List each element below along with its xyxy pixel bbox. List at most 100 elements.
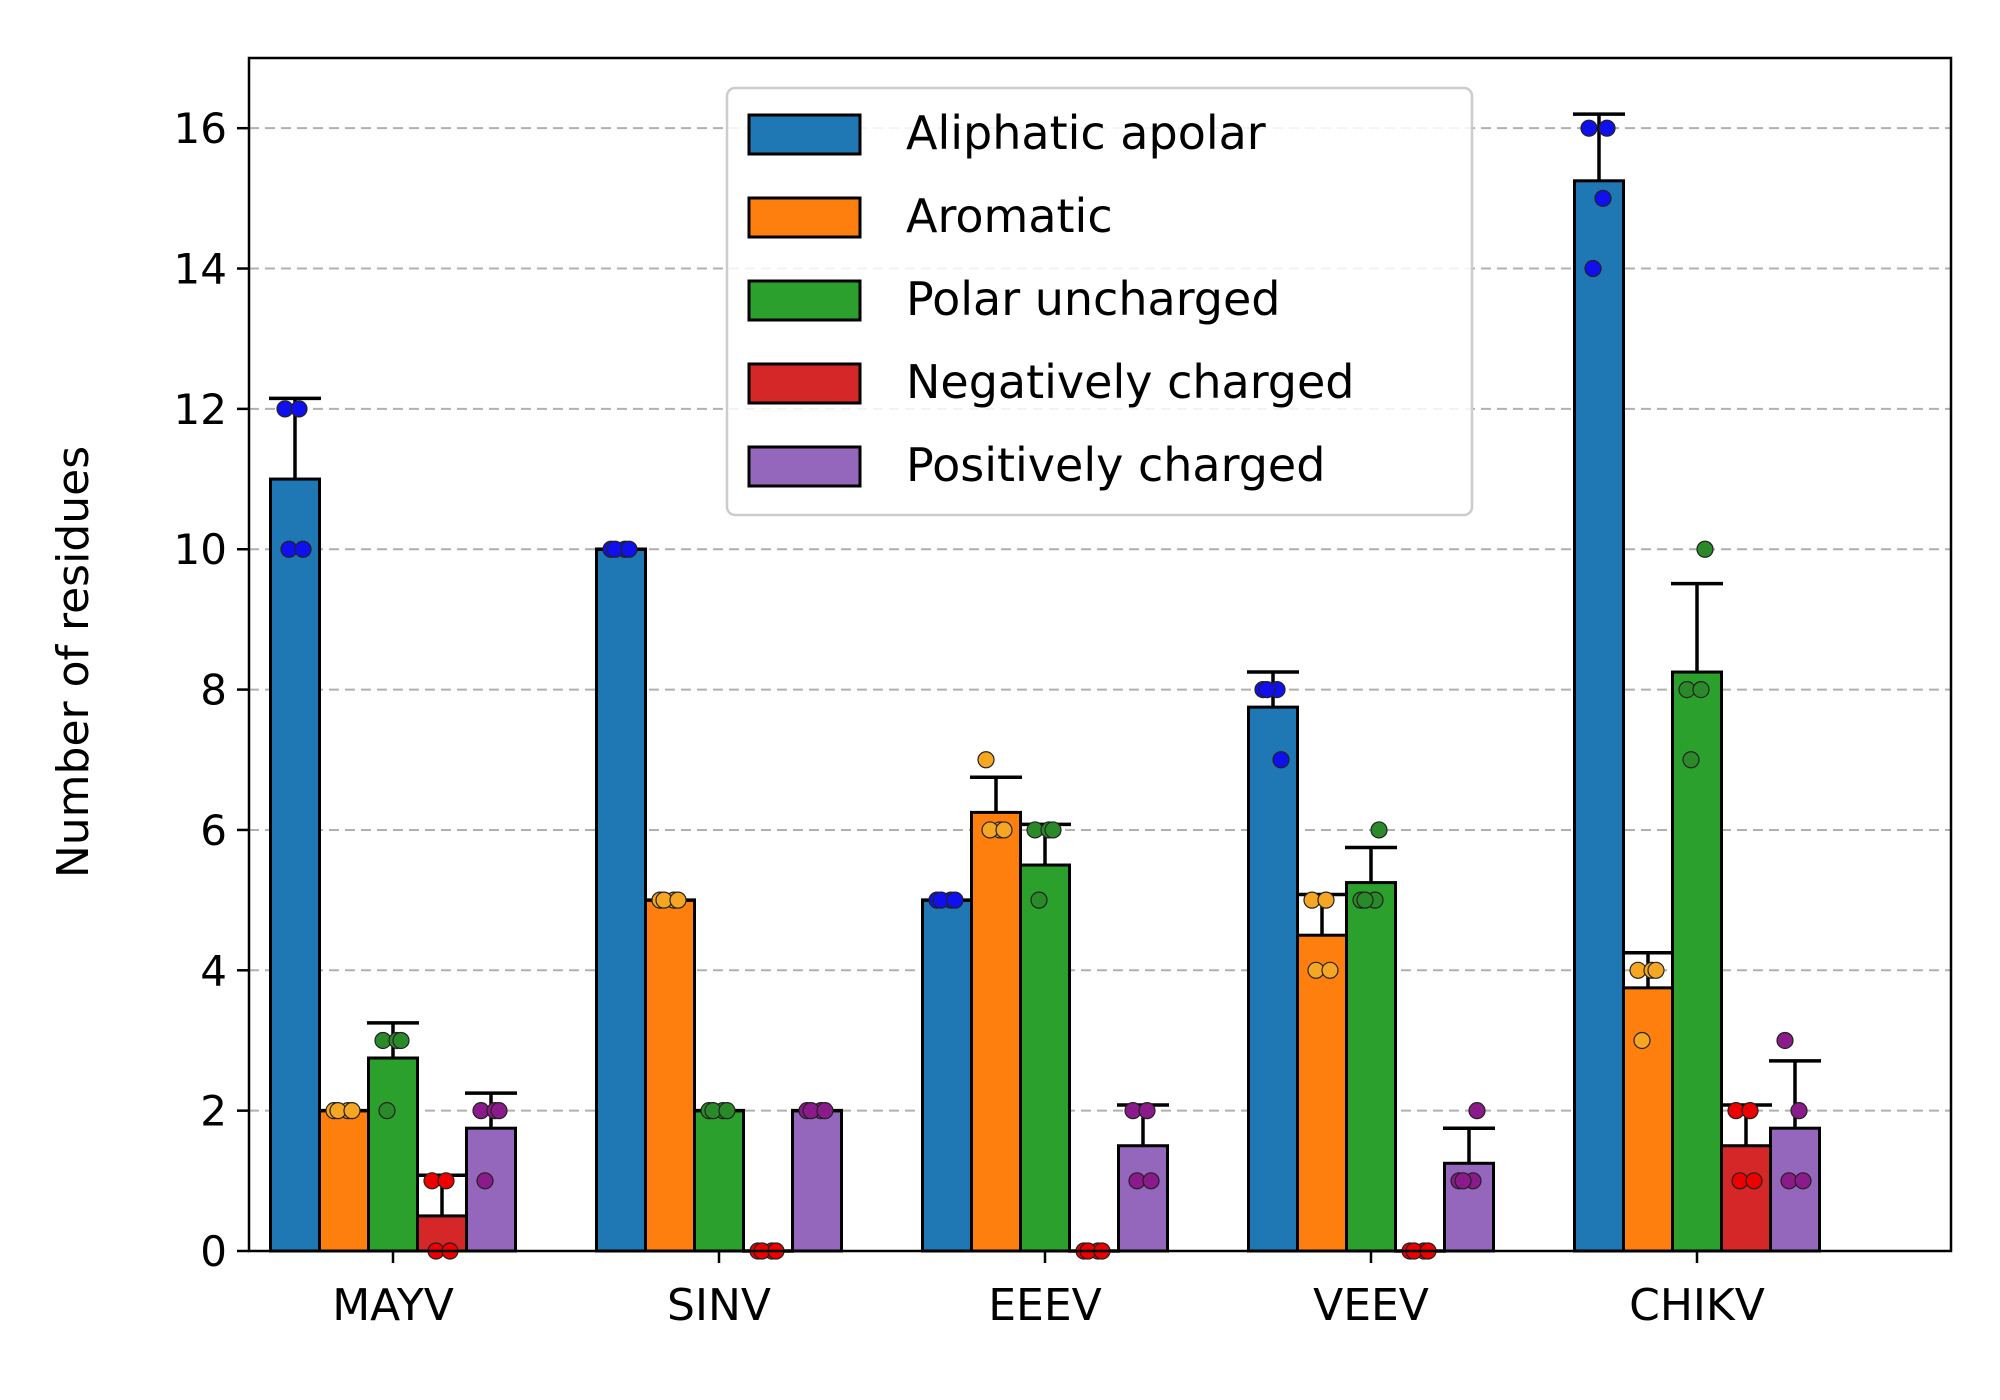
data-point-polar-uncharged-veev [1356, 891, 1374, 909]
data-point-polar-uncharged-mayv [378, 1102, 396, 1120]
bar-aromatic-veev [1296, 933, 1348, 1253]
legend-swatch [747, 196, 862, 239]
data-point-positively-charged-chikv [1790, 1102, 1808, 1120]
data-point-positively-charged-eeev [1138, 1102, 1156, 1120]
data-point-polar-uncharged-chikv [1696, 540, 1714, 558]
bar-positively-charged-sinv [791, 1109, 843, 1253]
bar-aliphatic-apolar-sinv [595, 547, 647, 1253]
data-point-aliphatic-apolar-eeev [946, 891, 964, 909]
legend-item-polar-uncharged: Polar uncharged [747, 272, 1281, 326]
data-point-polar-uncharged-veev [1370, 821, 1388, 839]
data-point-polar-uncharged-chikv [1682, 751, 1700, 769]
bar-aliphatic-apolar-chikv [1573, 179, 1625, 1253]
x-tick-label: VEEV [1313, 1280, 1429, 1331]
y-tick-label: 10 [174, 525, 227, 574]
bar-aromatic-eeev [970, 810, 1022, 1253]
data-point-positively-charged-sinv [816, 1102, 834, 1120]
data-point-polar-uncharged-eeev [1030, 891, 1048, 909]
bar-positively-charged-chikv [1769, 1126, 1821, 1253]
bar-positively-charged-mayv [465, 1126, 517, 1253]
error-bar-aromatic-eeev [970, 775, 1022, 813]
bar-negatively-charged-chikv [1720, 1144, 1772, 1253]
data-point-aliphatic-apolar-sinv [620, 540, 638, 558]
x-tick-label: MAYV [332, 1280, 454, 1331]
data-point-negatively-charged-chikv [1741, 1102, 1759, 1120]
legend-item-positively-charged: Positively charged [747, 438, 1325, 492]
bar-aromatic-mayv [318, 1109, 370, 1253]
data-point-aliphatic-apolar-veev [1258, 680, 1276, 699]
legend: Aliphatic apolar Aromatic Polar uncharged N… [725, 86, 1474, 517]
data-point-positively-charged-chikv [1776, 1031, 1794, 1050]
axes: 0 2 4 6 8 10 12 14 16 MAYV SINV EEEV VEEV CHIKV [174, 56, 1953, 1331]
x-tick-label: CHIKV [1629, 1280, 1765, 1331]
legend-label: Negatively charged [906, 355, 1355, 409]
y-tick-label: 6 [200, 806, 227, 855]
x-tick-label: EEEV [988, 1280, 1102, 1331]
legend-item-aromatic: Aromatic [747, 189, 1113, 243]
data-point-aliphatic-apolar-chikv [1598, 119, 1616, 137]
data-point-aliphatic-apolar-mayv [294, 540, 312, 558]
plot-frame [247, 56, 1953, 1253]
bar-polar-uncharged-mayv [367, 1056, 419, 1253]
data-point-aliphatic-apolar-chikv [1594, 189, 1612, 207]
data-point-positively-charged-veev [1454, 1172, 1472, 1190]
legend-item-aliphatic-apolar: Aliphatic apolar [747, 106, 1266, 160]
legend-swatch [747, 445, 862, 488]
data-point-aromatic-chikv [1633, 1031, 1651, 1050]
error-bar-polar-uncharged-veev [1345, 845, 1397, 883]
data-point-aromatic-eeev [977, 751, 995, 769]
legend-swatch [747, 113, 862, 156]
data-point-aromatic-veev [1321, 961, 1339, 979]
y-tick-label: 16 [174, 104, 227, 153]
bar-polar-uncharged-sinv [693, 1109, 745, 1253]
error-bar-polar-uncharged-chikv [1671, 581, 1723, 673]
legend-item-negatively-charged: Negatively charged [747, 355, 1355, 409]
legend-swatch [747, 362, 862, 405]
data-point-aliphatic-apolar-chikv [1584, 259, 1602, 278]
y-tick-label: 14 [174, 245, 227, 294]
data-point-aliphatic-apolar-chikv [1580, 119, 1598, 137]
bar-aliphatic-apolar-mayv [269, 477, 321, 1253]
data-point-aromatic-mayv [343, 1102, 361, 1120]
data-point-positively-charged-eeev [1142, 1172, 1160, 1190]
y-tick-label: 4 [200, 946, 227, 995]
error-bar-positively-charged-veev [1443, 1126, 1495, 1164]
data-point-aromatic-eeev [995, 821, 1013, 839]
data-point-positively-charged-mayv [490, 1102, 508, 1120]
x-tick-label: SINV [667, 1280, 771, 1331]
y-tick-label: 0 [200, 1227, 227, 1276]
bar-aliphatic-apolar-veev [1247, 705, 1299, 1253]
bar-positively-charged-eeev [1117, 1144, 1169, 1253]
legend-swatch [747, 279, 862, 322]
data-point-positively-charged-veev [1468, 1102, 1486, 1120]
y-tick-label: 8 [200, 666, 227, 715]
legend-label: Aromatic [906, 189, 1113, 243]
data-point-polar-uncharged-eeev [1044, 821, 1062, 839]
bar-polar-uncharged-veev [1345, 881, 1397, 1253]
y-axis-label: Number of residues [48, 446, 99, 878]
data-point-aromatic-veev [1317, 891, 1335, 909]
y-tick-label: 2 [200, 1087, 227, 1136]
data-point-aromatic-chikv [1647, 961, 1665, 979]
data-point-polar-uncharged-mayv [392, 1031, 410, 1050]
data-point-polar-uncharged-sinv [718, 1102, 736, 1120]
data-point-positively-charged-mayv [476, 1172, 494, 1190]
legend-label: Positively charged [906, 438, 1325, 492]
y-tick-label: 12 [174, 385, 227, 434]
data-point-aliphatic-apolar-mayv [290, 400, 308, 418]
data-point-polar-uncharged-chikv [1692, 680, 1710, 699]
data-point-aromatic-sinv [669, 891, 687, 909]
bar-polar-uncharged-eeev [1019, 863, 1071, 1253]
bar-aliphatic-apolar-eeev [921, 898, 973, 1253]
data-points [276, 119, 1812, 1260]
legend-label: Polar uncharged [906, 272, 1281, 326]
legend-box [725, 86, 1474, 517]
legend-label: Aliphatic apolar [906, 106, 1266, 160]
data-point-positively-charged-chikv [1794, 1172, 1812, 1190]
bar-aromatic-sinv [644, 898, 696, 1253]
data-point-negatively-charged-mayv [437, 1172, 455, 1190]
data-point-negatively-charged-chikv [1745, 1172, 1763, 1190]
bar-aromatic-chikv [1622, 986, 1674, 1253]
data-point-aliphatic-apolar-veev [1272, 751, 1290, 769]
